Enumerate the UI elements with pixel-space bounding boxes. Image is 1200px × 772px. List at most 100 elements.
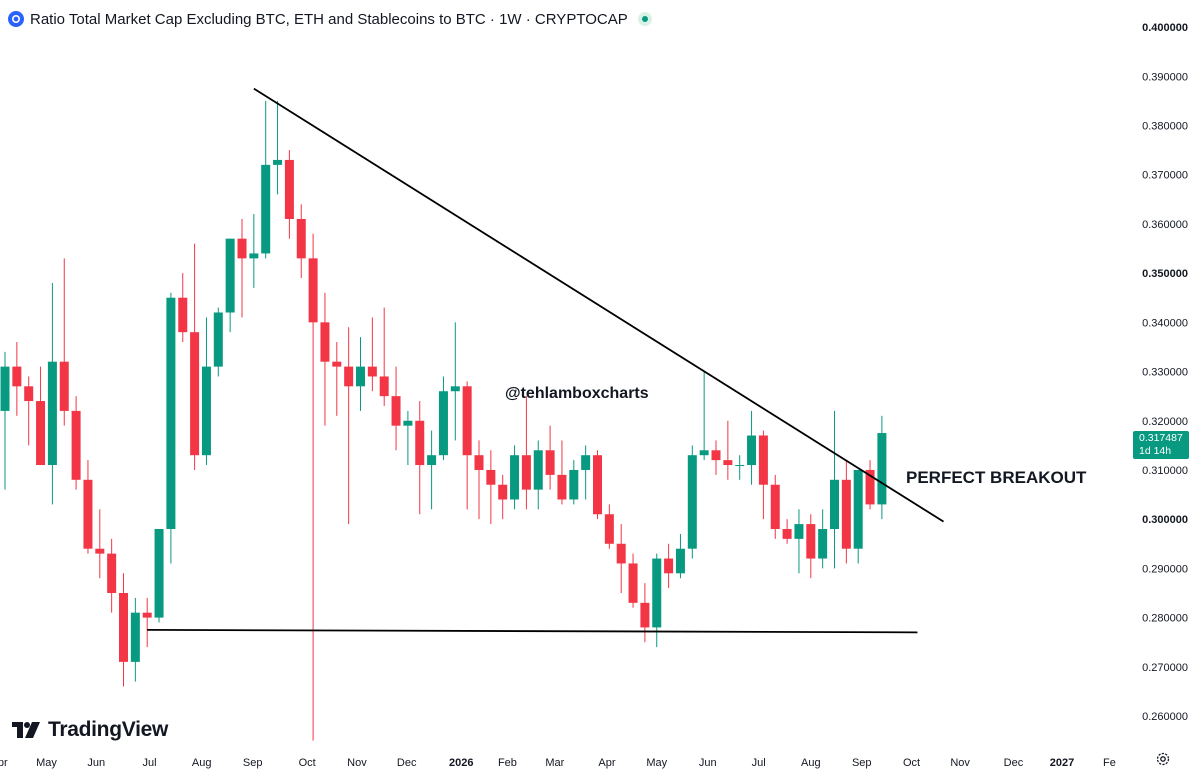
candle (616, 524, 626, 593)
candle-body (427, 455, 437, 466)
time-tick-label: Jun (699, 757, 717, 769)
candle (107, 538, 117, 613)
time-tick-label: Dec (397, 757, 417, 769)
candle-body (853, 469, 863, 549)
candle (71, 396, 81, 490)
candle (593, 450, 602, 520)
candle-body (166, 297, 176, 530)
candle (154, 529, 164, 623)
candle-body (95, 548, 105, 554)
chart-title: Ratio Total Market Cap Excluding BTC, ET… (30, 10, 628, 28)
candle (841, 460, 851, 564)
candle-body (71, 410, 81, 480)
candle-body (462, 386, 472, 456)
time-tick-label: Nov (950, 757, 970, 769)
time-tick-label: Mar (545, 757, 564, 769)
candle (770, 474, 780, 539)
candle (130, 597, 140, 682)
candle (178, 273, 188, 343)
candle (782, 519, 792, 544)
candle (308, 233, 318, 741)
candle (166, 292, 176, 564)
market-status-dot-icon (637, 12, 652, 26)
horizontal-support-line[interactable] (147, 628, 918, 634)
time-tick-label: Oct (299, 757, 316, 769)
candle (521, 396, 531, 510)
candle (36, 366, 46, 466)
candles-layer (0, 100, 887, 741)
candle-body (806, 524, 816, 559)
candle (190, 243, 200, 470)
price-axis[interactable]: 0.400000 0.390000 0.380000 0.370000 0.360000… (1142, 22, 1188, 723)
candle (818, 509, 828, 569)
candle-body (273, 159, 283, 165)
time-tick-label: Jul (143, 757, 157, 769)
candle (628, 553, 638, 608)
price-tick-label: 0.370000 (1142, 170, 1188, 182)
candle-body (877, 433, 887, 505)
candle (830, 410, 839, 569)
candle-body (344, 366, 354, 387)
candle-body (521, 455, 531, 490)
price-tick-label: 0.290000 (1142, 563, 1188, 575)
candle-body (794, 524, 804, 539)
candle (320, 292, 330, 426)
price-tick-label: 0.310000 (1142, 465, 1188, 477)
candle (379, 307, 389, 406)
tradingview-logo-icon (12, 722, 40, 738)
candle-body (581, 455, 591, 470)
tradingview-logo[interactable]: TradingView (12, 718, 168, 742)
candle-body (675, 548, 685, 574)
chart-header: Ratio Total Market Cap Excluding BTC, ET… (8, 8, 652, 30)
candle-body (770, 484, 780, 530)
candle (735, 455, 745, 480)
candle-body (379, 376, 389, 397)
candle (403, 410, 413, 466)
candle-body (841, 479, 851, 549)
candle (47, 282, 57, 505)
candle (296, 204, 306, 279)
candle (367, 317, 377, 392)
candle (427, 430, 437, 510)
candle (675, 533, 685, 579)
candle-body (557, 474, 567, 500)
last-price-value: 0.317487 (1139, 432, 1183, 444)
candle-body (0, 366, 10, 411)
candle (474, 440, 484, 520)
descending-resistance-line[interactable] (253, 87, 944, 523)
candle (83, 460, 93, 554)
candle-body (533, 450, 543, 490)
time-tick-label: Sep (243, 757, 263, 769)
trendlines-layer (147, 87, 944, 634)
candle-body (391, 396, 401, 426)
time-tick-label: Jul (752, 757, 766, 769)
candle (213, 307, 223, 377)
candle (59, 258, 69, 426)
time-tick-label: Feb (498, 757, 517, 769)
watermark-text: @tehlamboxcharts (505, 385, 649, 402)
price-tick-label: 0.280000 (1142, 613, 1188, 625)
candle-body (237, 238, 247, 259)
candle-body (569, 469, 579, 500)
time-tick-label: Aug (192, 757, 212, 769)
candle (652, 553, 662, 648)
candle-body (415, 420, 425, 466)
candle-body (450, 386, 460, 392)
candle-body (190, 332, 200, 456)
price-tick-label: 0.300000 (1142, 514, 1188, 526)
candle-body (142, 612, 152, 618)
candle-body (47, 361, 57, 466)
candle-body (735, 465, 745, 467)
candle-body (510, 455, 520, 500)
price-tick-label: 0.360000 (1142, 219, 1188, 231)
candle-body (747, 435, 757, 466)
candle-body (830, 479, 839, 530)
time-axis[interactable]: Apr May Jun Jul Aug Sep Oct Nov Dec 2026 Feb Mar Apr… (0, 757, 1116, 769)
candle-body (178, 297, 188, 333)
candle-body (213, 312, 223, 367)
candle (24, 376, 34, 446)
candle-body (865, 469, 875, 505)
gear-icon[interactable] (1155, 751, 1171, 767)
candle (415, 401, 425, 515)
